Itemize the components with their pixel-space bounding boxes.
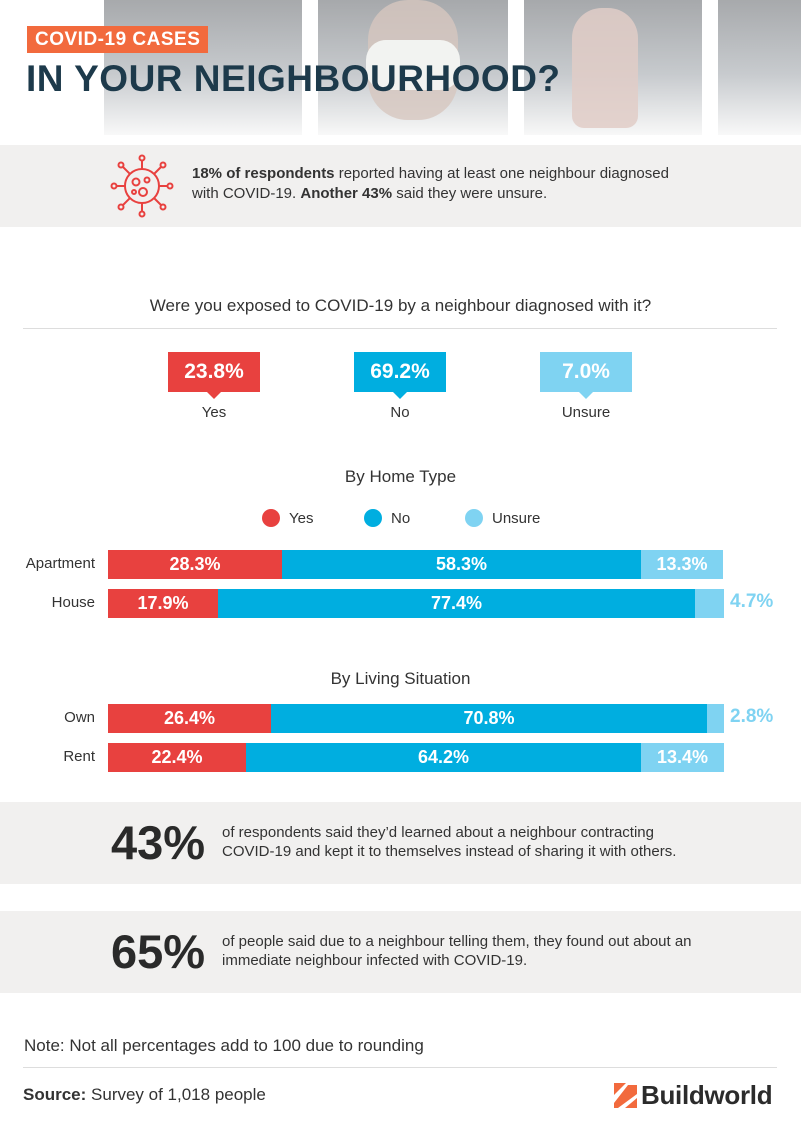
stat-big-number: 43% — [111, 816, 206, 869]
header-photo — [718, 0, 801, 135]
stacked-bar: 17.9% 77.4% — [108, 589, 724, 618]
header-photo — [104, 0, 302, 135]
bar-segment-yes: 26.4% — [108, 704, 271, 733]
stat-description: of respondents said they’d learned about… — [222, 824, 677, 860]
header-tag: COVID-19 CASES — [27, 26, 209, 53]
brand-logo: Buildworld — [614, 1079, 773, 1110]
row-label: Own — [64, 709, 95, 726]
divider — [23, 1067, 777, 1068]
bar-segment-yes: 22.4% — [108, 743, 246, 772]
buildworld-logo-icon — [614, 1082, 637, 1108]
stat-band — [0, 802, 801, 884]
stacked-bar: 26.4% 70.8% — [108, 704, 724, 733]
bar-segment-no: 58.3% — [282, 550, 641, 579]
bar-segment-no: 70.8% — [271, 704, 707, 733]
bar-segment-unsure — [695, 589, 724, 618]
unsure-percent-badge: 7.0% — [540, 352, 632, 399]
page-title: IN YOUR NEIGHBOURHOOD? — [26, 58, 561, 99]
bar-segment-unsure: 13.3% — [641, 550, 723, 579]
header-banner: COVID-19 CASES IN YOUR NEIGHBOURHOOD? — [0, 0, 801, 145]
row-label: Rent — [63, 748, 95, 765]
legend-item-yes: Yes — [262, 508, 313, 528]
bar-segment-yes: 28.3% — [108, 550, 282, 579]
yes-percent-badge: 23.8% — [168, 352, 260, 399]
no-label: No — [390, 404, 410, 421]
legend-item-no: No — [364, 508, 410, 528]
bar-segment-no: 77.4% — [218, 589, 695, 618]
divider — [23, 328, 777, 329]
bar-segment-unsure — [707, 704, 724, 733]
bar-value-label: 2.8% — [730, 706, 774, 727]
bar-segment-unsure: 13.4% — [641, 743, 724, 772]
intro-band — [0, 145, 801, 227]
source-line: Source: Survey of 1,018 people — [23, 1085, 266, 1104]
header-photo — [524, 0, 702, 135]
unsure-label: Unsure — [561, 404, 611, 421]
intro-text: 18% of respondents reported having at le… — [192, 165, 669, 202]
virus-icon — [110, 154, 174, 218]
home-type-title: By Home Type — [344, 467, 457, 486]
bar-value-label: 4.7% — [730, 591, 774, 612]
living-situation-title: By Living Situation — [330, 669, 471, 688]
stacked-bar: 22.4% 64.2% 13.4% — [108, 743, 724, 772]
footnote: Note: Not all percentages add to 100 due… — [24, 1036, 424, 1055]
brand-name: Buildworld — [641, 1079, 773, 1110]
yes-label: Yes — [201, 404, 227, 421]
bar-segment-yes: 17.9% — [108, 589, 218, 618]
legend-item-unsure: Unsure — [465, 508, 540, 528]
row-label: House — [51, 594, 95, 611]
bar-segment-no: 64.2% — [246, 743, 641, 772]
exposure-question: Were you exposed to COVID-19 by a neighb… — [149, 296, 652, 315]
no-percent-badge: 69.2% — [354, 352, 446, 399]
stat-description: of people said due to a neighbour tellin… — [222, 933, 692, 969]
chart-legend: Yes No Unsure — [0, 508, 801, 528]
stat-big-number: 65% — [111, 925, 206, 978]
row-label: Apartment — [25, 555, 95, 572]
header-photo — [318, 0, 508, 135]
stat-band — [0, 911, 801, 993]
stacked-bar: 28.3% 58.3% 13.3% — [108, 550, 723, 579]
